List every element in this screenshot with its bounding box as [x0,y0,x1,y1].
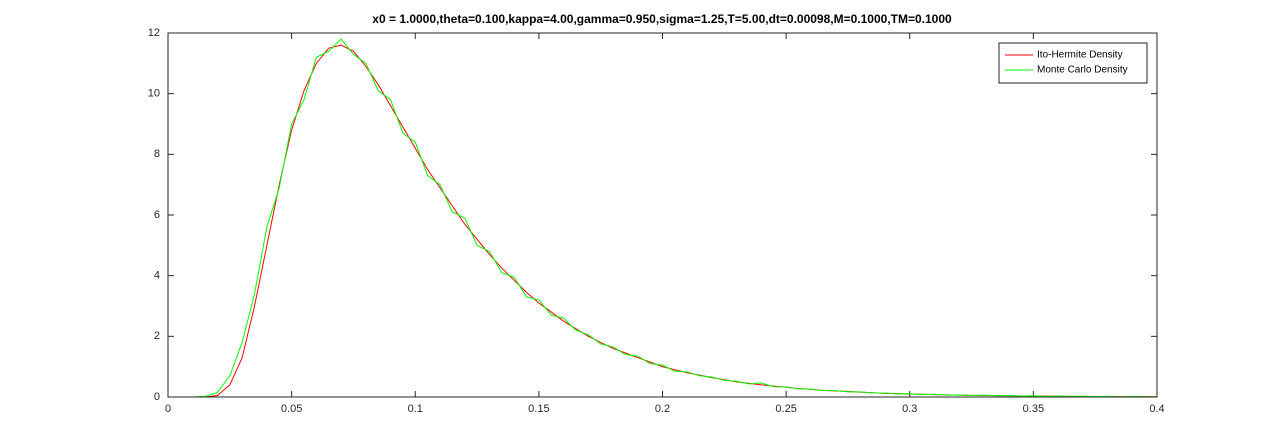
y-tick-label: 0 [154,391,160,403]
y-tick-label: 6 [154,209,160,221]
legend-label: Monte Carlo Density [1037,65,1128,76]
x-tick-label: 0.1 [408,403,423,415]
y-tick-label: 2 [154,330,160,342]
legend: Ito-Hermite Density Monte Carlo Density [998,42,1148,84]
plot-frame [167,32,1158,398]
x-tick-label: 0 [165,403,171,415]
x-tick-label: 0.05 [281,403,302,415]
chart-title: x0 = 1.0000,theta=0.100,kappa=4.00,gamma… [372,12,952,26]
y-tick-label: 12 [148,27,160,39]
x-tick-label: 0.3 [902,403,917,415]
x-tick-label: 0.35 [1023,403,1044,415]
y-tick-label: 4 [154,270,160,282]
legend-box [998,42,1148,84]
legend-label: Ito-Hermite Density [1037,50,1123,61]
series-line [168,38,1157,398]
y-tick-label: 10 [148,88,160,100]
y-tick-label: 8 [154,148,160,160]
x-tick-label: 0.2 [655,403,670,415]
x-tick-label: 0.15 [528,403,549,415]
x-tick-label: 0.25 [775,403,796,415]
x-tick-label: 0.4 [1149,403,1164,415]
